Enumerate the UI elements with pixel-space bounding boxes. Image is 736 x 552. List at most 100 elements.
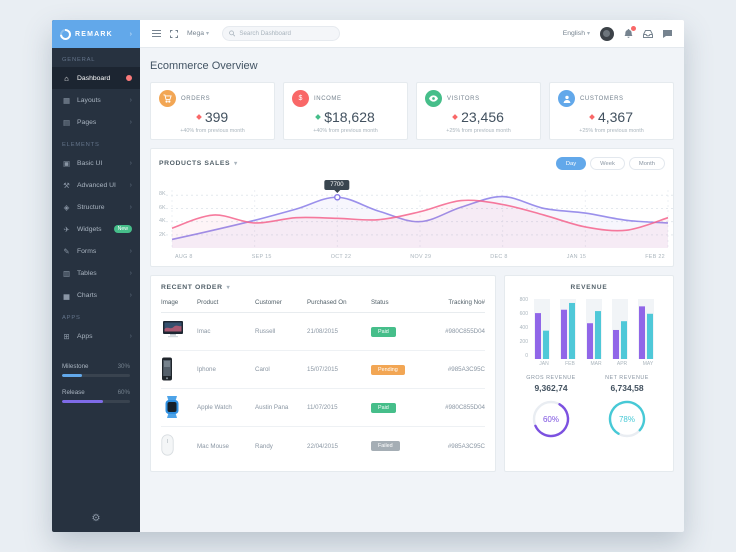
app-window: REMARK › GENERAL ⌂ Dashboard ▦ Layouts ›… <box>52 20 684 532</box>
menu-toggle-icon[interactable] <box>152 30 161 37</box>
chevron-down-icon: ▾ <box>234 161 238 167</box>
progress-value: 30% <box>117 363 130 370</box>
x-tick: AUG 8 <box>175 254 193 260</box>
bar-chart-y-axis: 800 600 400 200 0 <box>513 297 531 359</box>
products-sales-card: PRODUCTS SALES ▾ Day Week Month 8K 6K 4K… <box>150 148 674 267</box>
chevron-right-icon: › <box>129 181 132 189</box>
structure-icon: ◈ <box>63 202 70 212</box>
fullscreen-icon[interactable] <box>170 29 178 38</box>
x-tick: FEB <box>565 361 575 367</box>
cell-customer: Russell <box>255 328 276 335</box>
layouts-icon: ▦ <box>62 95 71 105</box>
revenue-card: REVENUE 800 600 400 200 0 JAN FEB <box>504 275 674 472</box>
apps-icon: ⊞ <box>63 331 70 341</box>
stat-value: 399 <box>204 109 229 125</box>
gross-revenue-value: 9,362,74 <box>534 383 568 393</box>
range-button-month[interactable]: Month <box>628 157 665 170</box>
user-avatar[interactable] <box>600 26 614 41</box>
top-navbar: Mega ▾ English ▾ <box>140 20 684 48</box>
sidebar-item-structure[interactable]: ◈ Structure › <box>52 196 140 218</box>
sidebar-item-charts[interactable]: ▅ Charts › <box>52 284 140 306</box>
widgets-icon: ✈ <box>63 224 70 234</box>
range-button-day[interactable]: Day <box>555 157 587 170</box>
pages-icon: ▤ <box>62 117 71 127</box>
cell-customer: Carol <box>255 366 270 373</box>
recent-order-dropdown[interactable]: RECENT ORDER ▾ <box>161 284 485 291</box>
gross-revenue-percent: 60% <box>542 414 559 424</box>
sidebar-item-advanced-ui[interactable]: ⚒ Advanced UI › <box>52 174 140 196</box>
sidebar-section-general: GENERAL <box>62 57 96 63</box>
sidebar-section-elements: Elements <box>62 142 100 148</box>
sidebar-item-pages[interactable]: ▤ Pages › <box>52 111 140 133</box>
language-label: English <box>562 30 585 37</box>
stat-delta: +25% from previous month <box>446 128 511 134</box>
search-bar <box>222 26 341 41</box>
stat-label: ORDERS <box>181 95 211 102</box>
language-dropdown[interactable]: English ▾ <box>563 30 590 37</box>
chat-icon[interactable] <box>663 29 672 38</box>
sidebar-item-label: Structure <box>77 203 105 211</box>
sidebar-item-apps[interactable]: ⊞ Apps › <box>52 325 140 347</box>
recent-order-title: RECENT ORDER <box>161 284 223 291</box>
cell-product: Apple Watch <box>197 404 232 411</box>
cell-purchased: 15/07/2015 <box>307 366 338 373</box>
product-image-iphone <box>161 357 197 383</box>
chevron-right-icon: › <box>129 269 132 277</box>
progress-label: Milestone <box>62 363 89 370</box>
revenue-title: REVENUE <box>570 284 608 291</box>
sidebar-item-forms[interactable]: ✎ Forms › <box>52 240 140 262</box>
new-badge: New <box>113 225 132 233</box>
net-revenue-value: 6,734,58 <box>610 383 644 393</box>
table-header: Image Product Customer Purchased On Stat… <box>161 291 485 313</box>
sidebar-item-widgets[interactable]: ✈ Widgets New <box>52 218 140 240</box>
chevron-right-icon: › <box>129 203 132 211</box>
settings-gear-icon[interactable]: ⚙ <box>91 513 101 524</box>
x-tick: NOV 29 <box>410 254 432 260</box>
search-input[interactable] <box>239 30 334 37</box>
column-header: Product <box>197 299 219 306</box>
net-revenue-block: NET REVENUE 6,734,58 78% <box>589 375 665 440</box>
sidebar: REMARK › GENERAL ⌂ Dashboard ▦ Layouts ›… <box>52 20 140 532</box>
sidebar-item-label: Dashboard <box>77 74 111 82</box>
column-header: Customer <box>255 299 282 306</box>
mega-menu-label: Mega <box>187 30 205 37</box>
net-revenue-percent: 78% <box>618 414 635 424</box>
advanced-ui-icon: ⚒ <box>63 180 70 190</box>
products-sales-dropdown[interactable]: PRODUCTS SALES ▾ <box>159 160 238 167</box>
products-sales-line-chart[interactable]: 7700 <box>165 180 674 250</box>
range-button-week[interactable]: Week <box>590 157 625 170</box>
home-icon: ⌂ <box>64 73 69 83</box>
cell-product: Mac Mouse <box>197 442 229 450</box>
trend-marker <box>195 114 202 120</box>
revenue-bar-chart <box>534 299 654 359</box>
sidebar-item-dashboard[interactable]: ⌂ Dashboard <box>52 67 140 89</box>
notifications-bell-icon[interactable] <box>624 25 636 39</box>
sidebar-item-basic-ui[interactable]: ▣ Basic UI › <box>52 152 140 174</box>
brand-logo[interactable]: REMARK › <box>52 20 140 48</box>
table-row: Apple Watch Austin Pana 11/07/2015 Paid … <box>161 389 485 427</box>
y-tick: 400 <box>519 325 528 331</box>
bar-chart-x-axis: JAN FEB MAR APR MAY <box>531 361 665 367</box>
cell-tracking: #980C855D04 <box>445 404 485 411</box>
y-tick: 4K <box>159 218 166 225</box>
main-area: Mega ▾ English ▾ <box>140 20 684 532</box>
status-badge: Failed <box>371 441 400 451</box>
column-header: Image <box>161 299 179 306</box>
sidebar-item-tables[interactable]: ▥ Tables › <box>52 262 140 284</box>
sidebar-item-layouts[interactable]: ▦ Layouts › <box>52 89 140 111</box>
table-row: Imac Russell 21/08/2015 Paid #980C855D04 <box>161 313 485 351</box>
mega-menu-dropdown[interactable]: Mega ▾ <box>187 30 209 37</box>
line-chart-y-axis: 8K 6K 4K 2K <box>159 184 166 250</box>
product-image-imac <box>161 320 197 344</box>
cell-tracking: #985A3C95C <box>447 442 485 450</box>
cell-tracking: #980C855D04 <box>445 328 485 335</box>
sidebar-item-label: Pages <box>77 118 97 126</box>
sidebar-item-label: Apps <box>77 332 93 340</box>
sidebar-item-label: Widgets <box>77 225 102 233</box>
chevron-right-icon: › <box>129 332 132 340</box>
y-tick: 0 <box>525 353 528 359</box>
sidebar-section-apps: APPS <box>62 315 81 321</box>
x-tick: MAY <box>642 361 654 367</box>
cell-tracking: #985A3C95C <box>447 366 485 373</box>
inbox-icon[interactable] <box>643 29 653 38</box>
